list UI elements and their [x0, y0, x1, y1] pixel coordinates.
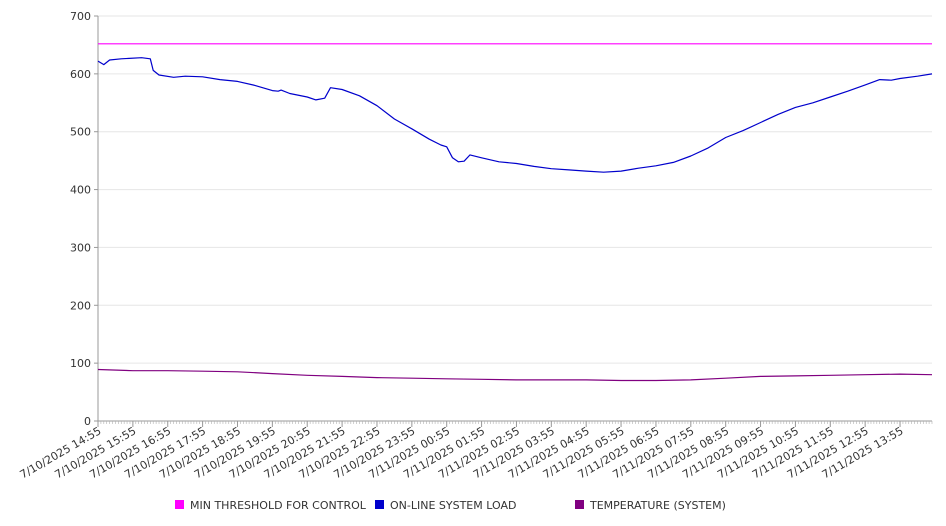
- legend-label[interactable]: TEMPERATURE (SYSTEM): [589, 499, 726, 512]
- legend-label[interactable]: ON-LINE SYSTEM LOAD: [390, 499, 516, 512]
- series-lines: [97, 43, 933, 382]
- y-tick-label: 0: [84, 415, 91, 428]
- y-tick-label: 100: [70, 357, 91, 370]
- legend-label[interactable]: MIN THRESHOLD FOR CONTROL: [190, 499, 367, 512]
- y-tick-label: 500: [70, 126, 91, 139]
- axes: [94, 15, 933, 427]
- gridlines: [98, 15, 932, 364]
- legend[interactable]: MIN THRESHOLD FOR CONTROL ON-LINE SYSTEM …: [175, 499, 726, 512]
- series-line-2: [97, 57, 933, 173]
- y-tick-label: 200: [70, 299, 91, 312]
- series-line-3: [97, 368, 933, 382]
- legend-swatch[interactable]: [175, 500, 184, 509]
- y-tick-label: 400: [70, 184, 91, 197]
- y-tick-label: 700: [70, 10, 91, 23]
- legend-swatch[interactable]: [575, 500, 584, 509]
- legend-swatch[interactable]: [375, 500, 384, 509]
- y-tick-label: 600: [70, 68, 91, 81]
- y-tick-label: 300: [70, 241, 91, 254]
